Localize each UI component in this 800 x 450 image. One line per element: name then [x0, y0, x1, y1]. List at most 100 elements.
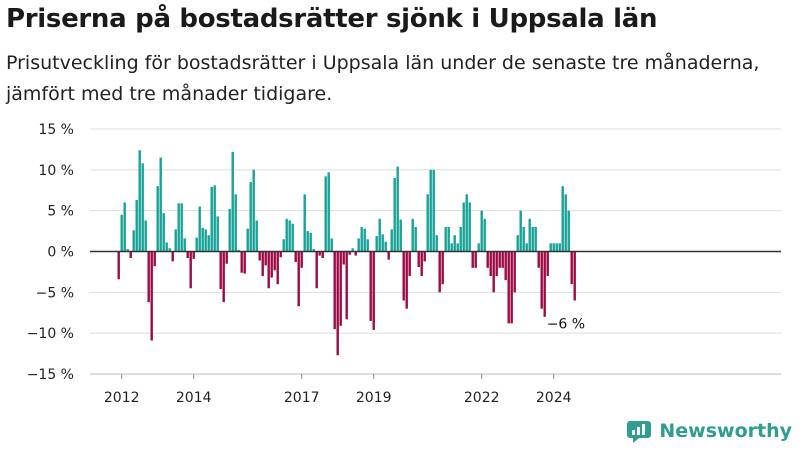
- bar: [519, 210, 522, 252]
- bar: [219, 251, 222, 290]
- brand-logo: Newsworthy: [627, 418, 792, 444]
- bar: [288, 220, 291, 252]
- bar: [255, 220, 258, 252]
- bar: [162, 213, 165, 252]
- bar: [117, 251, 120, 280]
- bar: [348, 251, 351, 255]
- bar: [150, 251, 153, 341]
- y-tick-label: 15 %: [38, 122, 74, 138]
- bar: [153, 251, 156, 267]
- bar: [504, 251, 507, 281]
- bar: [420, 251, 423, 276]
- bar: [129, 251, 132, 259]
- bar: [330, 238, 333, 252]
- bar: [501, 251, 504, 268]
- bar: [450, 243, 453, 252]
- bar: [381, 234, 384, 252]
- bar: [174, 229, 177, 252]
- bar: [273, 251, 276, 271]
- y-tick-label: 0 %: [47, 245, 74, 261]
- bar: [510, 251, 513, 324]
- bar: [327, 172, 330, 252]
- bar: [369, 251, 372, 321]
- bar: [444, 227, 447, 252]
- bar: [234, 194, 237, 252]
- bar: [393, 178, 396, 252]
- bar: [207, 235, 210, 252]
- bar: [384, 241, 387, 252]
- bar: [306, 231, 309, 252]
- bar: [378, 218, 381, 252]
- bar: [546, 251, 549, 276]
- bar: [495, 251, 498, 276]
- x-tick-label: 2022: [464, 390, 500, 406]
- bar: [474, 251, 477, 268]
- bar: [171, 251, 174, 262]
- bar: [555, 243, 558, 252]
- bar: [516, 235, 519, 252]
- y-tick-label: −10 %: [27, 326, 74, 342]
- bar: [309, 232, 312, 252]
- bar: [261, 251, 264, 276]
- bar: [453, 235, 456, 252]
- bar: [303, 194, 306, 252]
- bar: [282, 239, 285, 252]
- bar: [315, 251, 318, 289]
- bar: [549, 243, 552, 252]
- bar: [402, 251, 405, 301]
- bar: [417, 251, 420, 268]
- bar: [210, 186, 213, 252]
- bar: [333, 251, 336, 330]
- bar: [429, 169, 432, 252]
- bar: [357, 238, 360, 252]
- bar: [558, 243, 561, 252]
- bar: [528, 218, 531, 252]
- bar: [513, 251, 516, 293]
- bar: [342, 251, 345, 265]
- bar: [480, 210, 483, 252]
- bar: [441, 251, 444, 285]
- bar: [456, 243, 459, 252]
- bar: [477, 243, 480, 252]
- bar: [573, 251, 576, 301]
- bar: [144, 220, 147, 252]
- bar: [531, 227, 534, 252]
- bar: [336, 251, 339, 356]
- bar: [204, 229, 207, 252]
- bar: [126, 249, 129, 252]
- bar: [468, 202, 471, 252]
- bar: [543, 251, 546, 317]
- y-tick-label: 5 %: [47, 204, 74, 220]
- y-tick-label: 10 %: [38, 163, 74, 179]
- bar: [222, 251, 225, 303]
- bar: [405, 251, 408, 309]
- bar: [396, 166, 399, 252]
- bar: [363, 228, 366, 252]
- bar: [147, 251, 150, 303]
- bar: [252, 169, 255, 252]
- x-tick-label: 2012: [104, 390, 140, 406]
- brand-name: Newsworthy: [659, 420, 792, 442]
- x-tick-label: 2014: [176, 390, 212, 406]
- bar: [297, 251, 300, 307]
- bar: [186, 251, 189, 259]
- bar: [276, 251, 279, 285]
- bar: [465, 194, 468, 252]
- bar: [183, 238, 186, 252]
- bar: [180, 203, 183, 252]
- bar: [459, 227, 462, 252]
- bar: [312, 249, 315, 252]
- bar: [135, 200, 138, 252]
- bar: [426, 194, 429, 252]
- bar: [447, 227, 450, 252]
- bar: [423, 251, 426, 262]
- bar: [231, 151, 234, 252]
- bar: [537, 251, 540, 268]
- bar: [540, 251, 543, 309]
- bar: [534, 227, 537, 252]
- bar: [264, 251, 267, 266]
- bar: [522, 227, 525, 252]
- bar: [339, 251, 342, 326]
- bar: [225, 251, 228, 264]
